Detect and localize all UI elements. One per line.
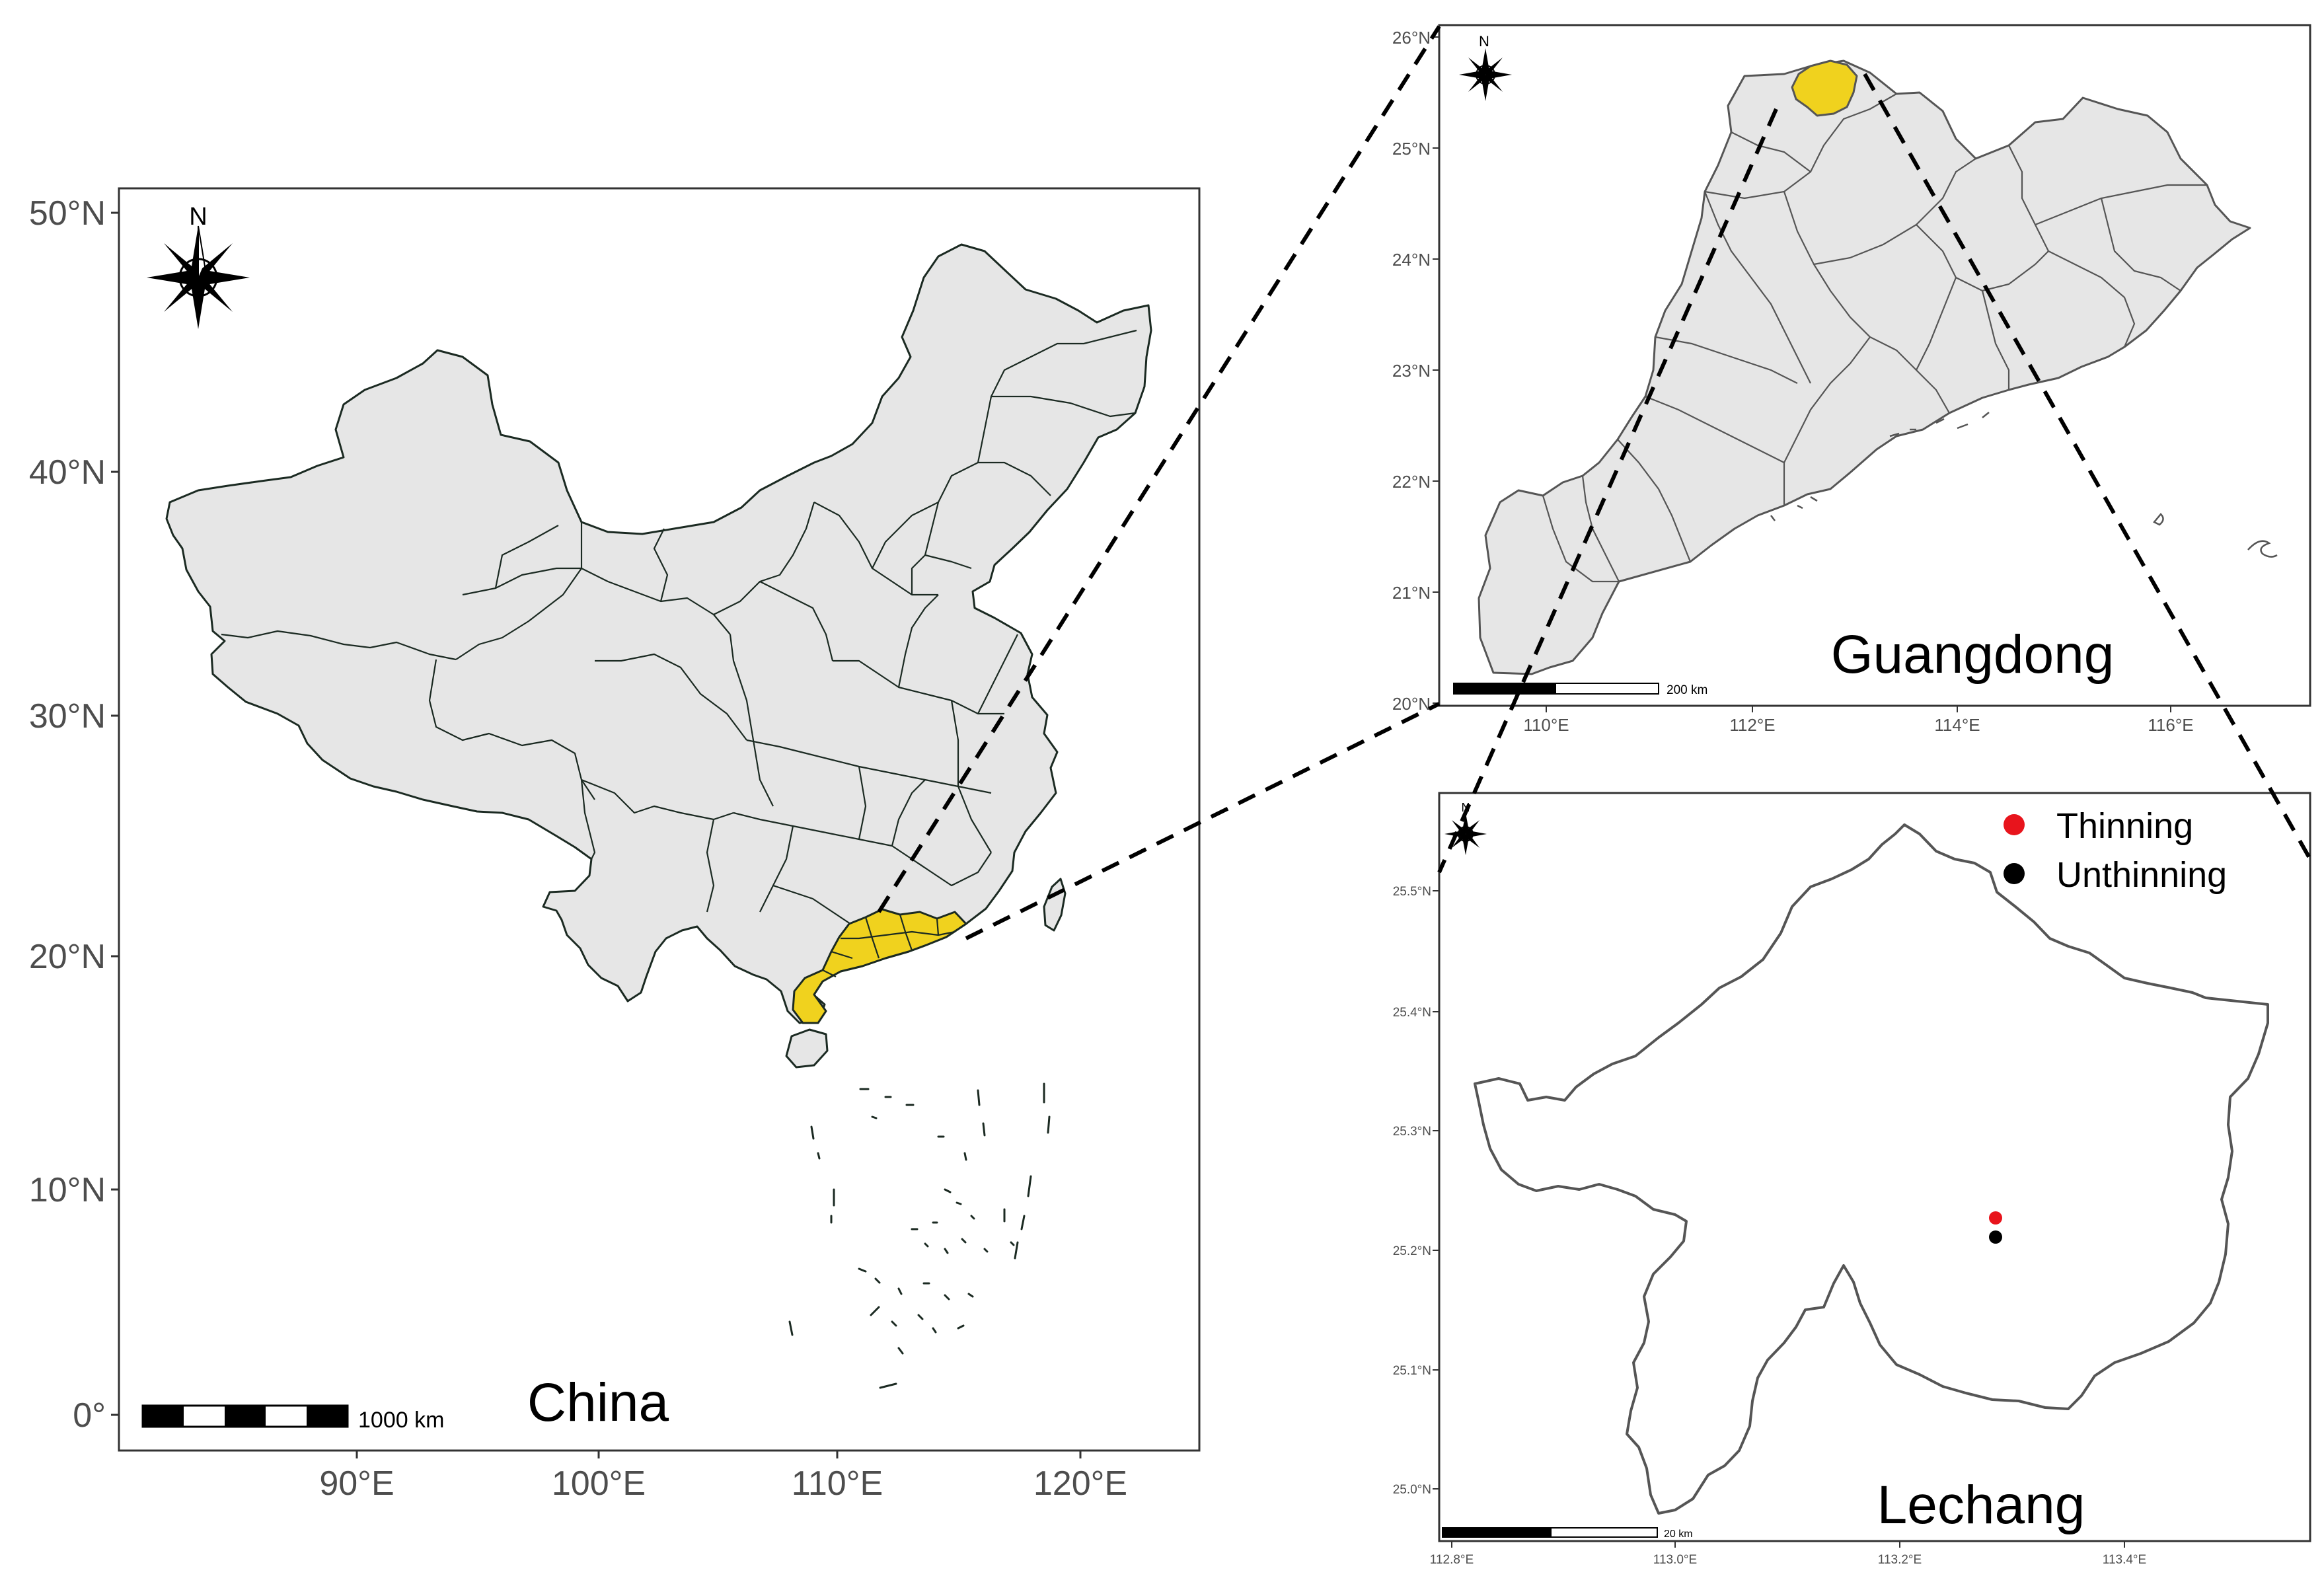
lechang-lat-tick-label: 25.0°N	[1393, 1483, 1431, 1497]
china-panel: 50°N 40°N 30°N 20°N 10°N 0° 90°E 100°E 1…	[29, 187, 1201, 1503]
china-lon-tick-label: 100°E	[552, 1464, 646, 1503]
lechang-legend: Thinning Unthinning	[2004, 806, 2227, 895]
guangdong-lat-tick-label: 24°N	[1392, 250, 1431, 270]
china-mainland	[165, 243, 1152, 1024]
china-panel-title: China	[527, 1373, 669, 1433]
china-to-guangdong-upper-connector	[877, 25, 1441, 913]
lechang-north-arrow-icon	[1444, 813, 1487, 855]
lechang-lat-tick-label: 25.1°N	[1393, 1364, 1431, 1378]
guangdong-lon-tick-label: 110°E	[1523, 715, 1569, 735]
guangdong-lat-tick-label: 22°N	[1392, 472, 1431, 492]
lechang-lon-tick-label: 113.2°E	[1878, 1553, 1922, 1567]
china-lon-axis: 90°E 100°E 110°E 120°E	[319, 1451, 1127, 1503]
lechang-panel: 25.5°N 25.4°N 25.3°N 25.2°N 25.1°N 25.0°…	[1393, 792, 2311, 1567]
guangdong-scale-label: 200 km	[1667, 683, 1707, 697]
guangdong-county-boundaries	[1542, 93, 2207, 583]
lechang-lat-axis: 25.5°N 25.4°N 25.3°N 25.2°N 25.1°N 25.0°…	[1393, 885, 1439, 1497]
guangdong-lat-tick-label: 25°N	[1392, 139, 1431, 159]
china-lat-tick-label: 30°N	[29, 697, 106, 736]
guangdong-lon-tick-label: 114°E	[1934, 715, 1980, 735]
guangdong-lon-tick-label: 116°E	[2148, 715, 2193, 735]
lechang-lon-tick-label: 113.4°E	[2103, 1553, 2146, 1567]
legend-thinning-label: Thinning	[2056, 806, 2193, 846]
guangdong-lat-tick-label: 26°N	[1392, 28, 1431, 48]
china-to-guangdong-lower-connector	[965, 702, 1441, 940]
guangdong-lat-tick-label: 21°N	[1392, 583, 1431, 603]
guangdong-internal-boundaries	[822, 914, 956, 977]
lechang-lon-axis: 112.8°E 113.0°E 113.2°E 113.4°E	[1430, 1541, 2146, 1567]
guangdong-to-lechang-left-connector	[1437, 108, 1778, 874]
lechang-scale-bar	[1442, 1527, 1658, 1538]
china-lon-tick-label: 120°E	[1033, 1464, 1127, 1503]
unthinning-plot-point	[1989, 1230, 2002, 1244]
guangdong-lat-tick-label: 20°N	[1392, 694, 1431, 714]
china-guangdong-highlight	[792, 908, 967, 1024]
guangdong-lon-tick-label: 112°E	[1729, 715, 1775, 735]
guangdong-north-label: N	[1479, 33, 1489, 50]
legend-thinning-marker	[2004, 814, 2025, 835]
lechang-lat-tick-label: 25.4°N	[1393, 1006, 1431, 1020]
guangdong-panel: 26°N 25°N 24°N 23°N 22°N 21°N 20°N 110°E…	[1392, 24, 2311, 735]
china-lat-tick-label: 40°N	[29, 453, 106, 492]
china-lat-tick-label: 0°	[73, 1396, 106, 1435]
guangdong-lat-tick-label: 23°N	[1392, 361, 1431, 381]
guangdong-island-marks	[1770, 412, 2278, 558]
china-lat-tick-label: 10°N	[29, 1171, 106, 1209]
lechang-lat-tick-label: 25.2°N	[1393, 1244, 1431, 1258]
china-north-arrow-icon	[147, 225, 250, 329]
guangdong-lon-axis: 110°E 112°E 114°E 116°E	[1523, 706, 2194, 735]
china-hainan	[785, 1028, 829, 1069]
lechang-panel-title: Lechang	[1877, 1475, 2085, 1535]
china-lon-tick-label: 110°E	[792, 1464, 883, 1503]
guangdong-province-shape	[1478, 59, 2251, 675]
guangdong-north-arrow-icon	[1459, 48, 1512, 101]
china-scale-label: 1000 km	[358, 1408, 444, 1433]
guangdong-lechang-highlight	[1791, 59, 1858, 117]
thinning-plot-point	[1989, 1211, 2002, 1225]
china-lat-tick-label: 50°N	[29, 194, 106, 233]
china-north-label: N	[189, 203, 207, 231]
guangdong-scale-bar	[1453, 683, 1659, 695]
zoom-connector-lines	[877, 25, 2312, 940]
china-province-boundaries	[221, 329, 1137, 926]
lechang-lat-tick-label: 25.5°N	[1393, 885, 1431, 899]
china-island-marks	[788, 1082, 1051, 1389]
legend-unthinning-marker	[2004, 863, 2025, 884]
lechang-scale-label: 20 km	[1664, 1529, 1693, 1540]
lechang-lat-tick-label: 25.3°N	[1393, 1125, 1431, 1139]
guangdong-lat-axis: 26°N 25°N 24°N 23°N 22°N 21°N 20°N	[1392, 28, 1439, 714]
china-lon-tick-label: 90°E	[319, 1464, 394, 1503]
guangdong-panel-title: Guangdong	[1831, 624, 2115, 685]
china-lat-axis: 50°N 40°N 30°N 20°N 10°N 0°	[29, 194, 119, 1435]
lechang-lon-tick-label: 112.8°E	[1430, 1553, 1474, 1567]
lechang-county-outline	[1474, 823, 2269, 1515]
lechang-lon-tick-label: 113.0°E	[1653, 1553, 1697, 1567]
china-lat-tick-label: 20°N	[29, 938, 106, 976]
legend-unthinning-label: Unthinning	[2056, 855, 2227, 895]
china-scale-bar	[141, 1404, 349, 1428]
